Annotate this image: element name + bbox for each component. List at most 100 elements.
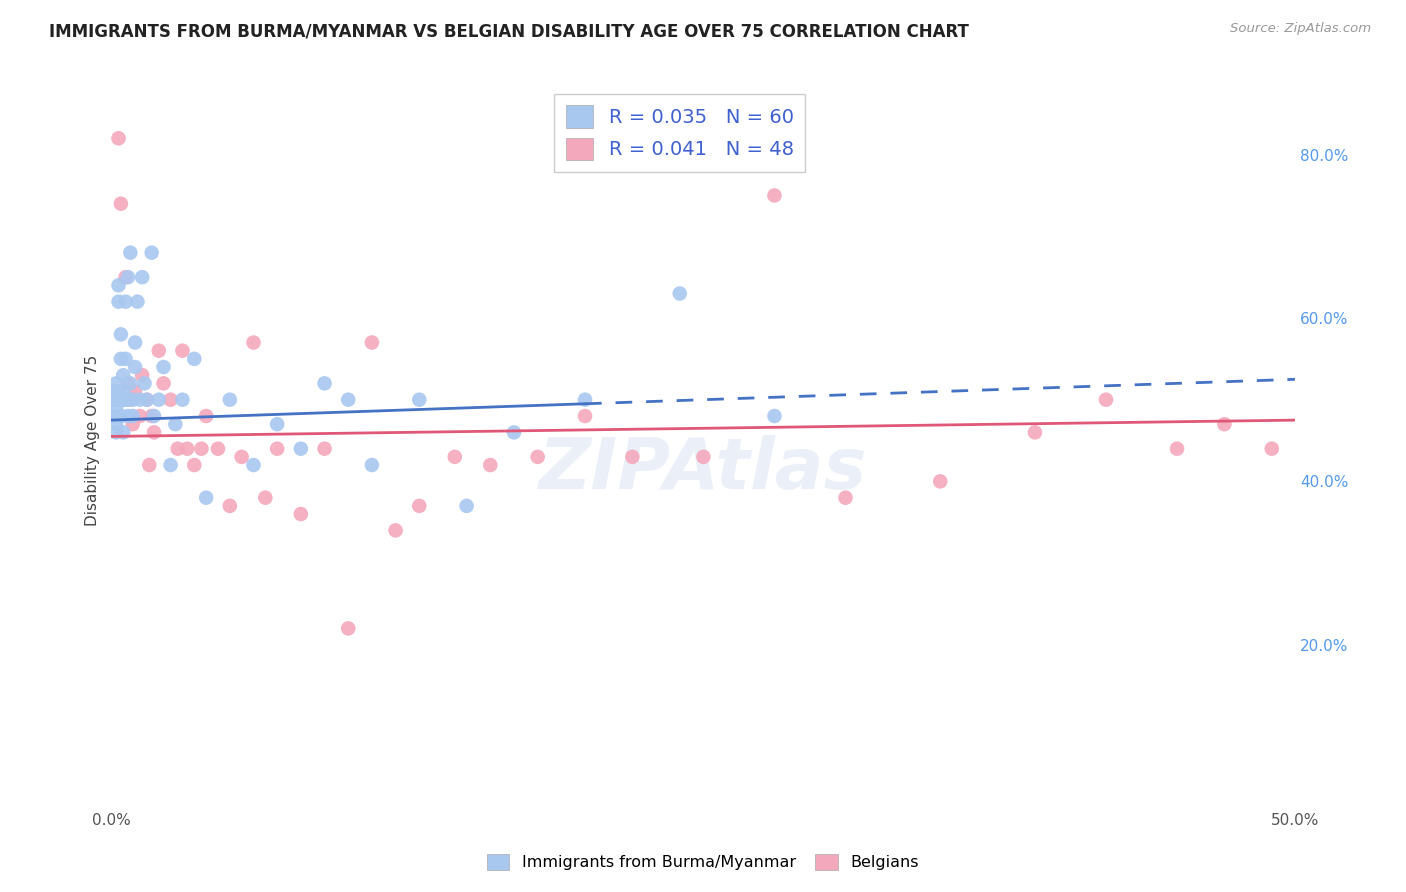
Point [138, 458, 160, 472]
Point [195, 409, 218, 423]
Point [128, 392, 150, 407]
Point [183, 458, 205, 472]
Point [408, 392, 430, 407]
Point [105, 401, 128, 415]
Point [834, 491, 856, 505]
Point [131, 270, 153, 285]
Text: Source: ZipAtlas.com: Source: ZipAtlas.com [1230, 22, 1371, 36]
Point [120, 245, 142, 260]
Point [148, 392, 170, 407]
Point [1024, 425, 1046, 440]
Point [114, 294, 136, 309]
Point [266, 442, 288, 456]
Point [456, 499, 478, 513]
Point [112, 425, 135, 440]
Point [114, 270, 136, 285]
Point [314, 376, 336, 391]
Point [242, 335, 264, 350]
Point [120, 376, 142, 391]
Point [337, 621, 360, 635]
Point [290, 442, 312, 456]
Point [266, 417, 288, 432]
Point [121, 417, 143, 432]
Point [105, 425, 128, 440]
Point [141, 409, 163, 423]
Point [290, 507, 312, 521]
Point [166, 442, 188, 456]
Point [117, 376, 139, 391]
Point [148, 343, 170, 358]
Point [526, 450, 548, 464]
Point [105, 417, 128, 432]
Y-axis label: Disability Age Over 75: Disability Age Over 75 [86, 355, 100, 526]
Point [121, 392, 143, 407]
Point [103, 409, 125, 423]
Point [668, 286, 690, 301]
Point [443, 450, 465, 464]
Point [107, 278, 129, 293]
Point [361, 335, 384, 350]
Point [159, 392, 181, 407]
Point [127, 294, 149, 309]
Point [124, 335, 146, 350]
Point [112, 384, 135, 399]
Point [112, 392, 135, 407]
Point [152, 359, 174, 374]
Point [218, 499, 240, 513]
Point [110, 409, 132, 423]
Point [117, 270, 139, 285]
Point [384, 524, 406, 538]
Point [103, 384, 125, 399]
Point [1213, 417, 1236, 432]
Point [479, 458, 502, 472]
Point [131, 368, 153, 383]
Point [107, 384, 129, 399]
Point [110, 327, 132, 342]
Point [1095, 392, 1118, 407]
Point [103, 392, 125, 407]
Point [120, 392, 142, 407]
Point [112, 368, 135, 383]
Point [361, 458, 384, 472]
Point [105, 376, 128, 391]
Point [110, 392, 132, 407]
Point [143, 409, 166, 423]
Point [195, 491, 218, 505]
Point [337, 392, 360, 407]
Point [254, 491, 277, 505]
Point [763, 188, 786, 202]
Point [929, 475, 952, 489]
Point [134, 376, 156, 391]
Point [574, 392, 596, 407]
Point [121, 409, 143, 423]
Point [152, 376, 174, 391]
Point [124, 359, 146, 374]
Point [218, 392, 240, 407]
Point [574, 409, 596, 423]
Point [242, 458, 264, 472]
Point [110, 196, 132, 211]
Point [1261, 442, 1284, 456]
Point [503, 425, 526, 440]
Point [107, 392, 129, 407]
Point [105, 392, 128, 407]
Point [117, 409, 139, 423]
Point [143, 425, 166, 440]
Point [107, 131, 129, 145]
Text: ZIPAtlas: ZIPAtlas [538, 435, 868, 505]
Point [124, 384, 146, 399]
Point [176, 442, 198, 456]
Point [110, 351, 132, 366]
Legend: R = 0.035   N = 60, R = 0.041   N = 48: R = 0.035 N = 60, R = 0.041 N = 48 [554, 94, 806, 171]
Text: IMMIGRANTS FROM BURMA/MYANMAR VS BELGIAN DISABILITY AGE OVER 75 CORRELATION CHAR: IMMIGRANTS FROM BURMA/MYANMAR VS BELGIAN… [49, 22, 969, 40]
Point [136, 392, 159, 407]
Point [172, 392, 194, 407]
Point [107, 409, 129, 423]
Point [408, 499, 430, 513]
Point [231, 450, 253, 464]
Point [1166, 442, 1188, 456]
Point [136, 392, 159, 407]
Point [314, 442, 336, 456]
Point [114, 392, 136, 407]
Point [107, 294, 129, 309]
